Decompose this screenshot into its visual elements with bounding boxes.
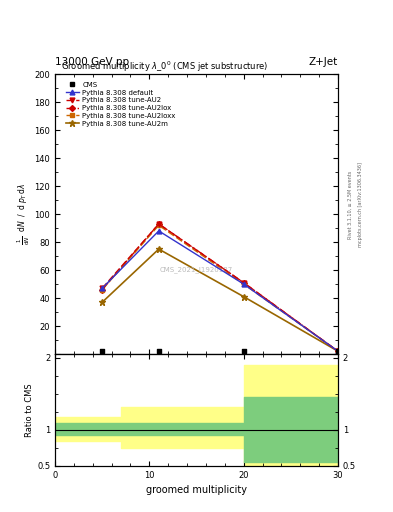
Line: Pythia 8.308 default: Pythia 8.308 default: [100, 228, 340, 354]
Pythia 8.308 tune-AU2lox: [100, 287, 105, 293]
Pythia 8.308 default: [241, 281, 246, 287]
Pythia 8.308 tune-AU2: [100, 285, 105, 291]
Pythia 8.308 tune-AU2loxx: [100, 287, 105, 293]
Text: Z+Jet: Z+Jet: [309, 56, 338, 67]
Text: Rivet 3.1.10, ≥ 2.5M events: Rivet 3.1.10, ≥ 2.5M events: [348, 170, 353, 239]
Line: Pythia 8.308 tune-AU2loxx: Pythia 8.308 tune-AU2loxx: [100, 223, 340, 353]
Pythia 8.308 default: [100, 285, 105, 291]
Text: CMS_2021_I1920187: CMS_2021_I1920187: [160, 267, 233, 273]
Pythia 8.308 tune-AU2m: [156, 246, 161, 252]
Pythia 8.308 tune-AU2m: [336, 348, 340, 354]
Y-axis label: $\frac{1}{\mathrm{d}N}$  $\mathrm{d}N$  /  $\mathrm{d}\,p_T\,\mathrm{d}\lambda$: $\frac{1}{\mathrm{d}N}$ $\mathrm{d}N$ / …: [15, 183, 31, 245]
Text: Groomed multiplicity $\lambda\_0^0$ (CMS jet substructure): Groomed multiplicity $\lambda\_0^0$ (CMS…: [61, 60, 268, 74]
Pythia 8.308 tune-AU2m: [100, 299, 105, 305]
Line: Pythia 8.308 tune-AU2lox: Pythia 8.308 tune-AU2lox: [100, 222, 340, 353]
Pythia 8.308 tune-AU2loxx: [156, 222, 161, 228]
X-axis label: groomed multiplicity: groomed multiplicity: [146, 485, 247, 495]
Pythia 8.308 tune-AU2lox: [336, 348, 340, 354]
Legend: CMS, Pythia 8.308 default, Pythia 8.308 tune-AU2, Pythia 8.308 tune-AU2lox, Pyth: CMS, Pythia 8.308 default, Pythia 8.308 …: [64, 80, 177, 128]
Pythia 8.308 tune-AU2loxx: [336, 348, 340, 354]
Point: [241, 347, 247, 355]
Text: 13000 GeV pp: 13000 GeV pp: [55, 56, 129, 67]
Line: Pythia 8.308 tune-AU2: Pythia 8.308 tune-AU2: [100, 222, 340, 354]
Pythia 8.308 tune-AU2: [156, 221, 161, 227]
Pythia 8.308 tune-AU2lox: [241, 280, 246, 286]
Point: [99, 347, 105, 355]
Pythia 8.308 default: [336, 348, 340, 354]
Point: [156, 347, 162, 355]
Line: Pythia 8.308 tune-AU2m: Pythia 8.308 tune-AU2m: [99, 246, 341, 354]
Point: [335, 347, 341, 355]
Pythia 8.308 tune-AU2: [241, 280, 246, 286]
Text: mcplots.cern.ch [arXiv:1306.3436]: mcplots.cern.ch [arXiv:1306.3436]: [358, 162, 363, 247]
Pythia 8.308 tune-AU2m: [241, 293, 246, 300]
Y-axis label: Ratio to CMS: Ratio to CMS: [25, 383, 34, 437]
Pythia 8.308 default: [156, 228, 161, 234]
Pythia 8.308 tune-AU2: [336, 348, 340, 354]
Pythia 8.308 tune-AU2lox: [156, 221, 161, 227]
Pythia 8.308 tune-AU2loxx: [241, 281, 246, 287]
